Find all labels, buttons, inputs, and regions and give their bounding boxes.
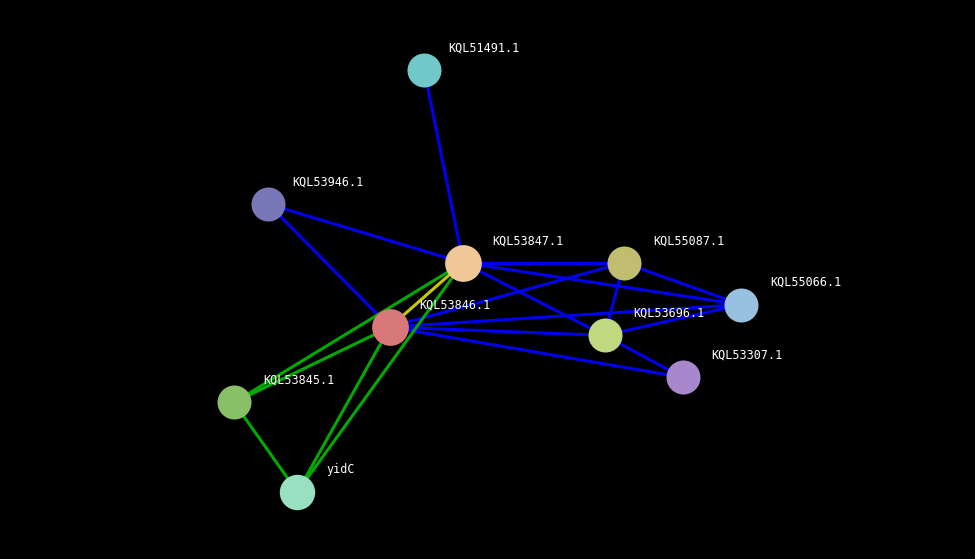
Text: KQL55066.1: KQL55066.1 xyxy=(770,276,841,289)
Text: KQL51491.1: KQL51491.1 xyxy=(448,41,520,54)
Point xyxy=(382,323,398,331)
Text: KQL53307.1: KQL53307.1 xyxy=(712,349,783,362)
Text: KQL53946.1: KQL53946.1 xyxy=(292,176,364,188)
Point xyxy=(226,398,242,407)
Point xyxy=(675,373,690,382)
Text: KQL55087.1: KQL55087.1 xyxy=(653,234,724,247)
Point xyxy=(416,65,432,74)
Text: yidC: yidC xyxy=(327,463,355,476)
Point xyxy=(616,258,632,267)
Point xyxy=(260,200,276,209)
Text: KQL53845.1: KQL53845.1 xyxy=(263,374,334,387)
Point xyxy=(455,258,471,267)
Text: KQL53696.1: KQL53696.1 xyxy=(634,307,705,320)
Text: KQL53846.1: KQL53846.1 xyxy=(419,299,490,311)
Text: KQL53847.1: KQL53847.1 xyxy=(492,234,564,247)
Point xyxy=(290,487,305,496)
Point xyxy=(597,331,612,340)
Point xyxy=(733,300,749,309)
